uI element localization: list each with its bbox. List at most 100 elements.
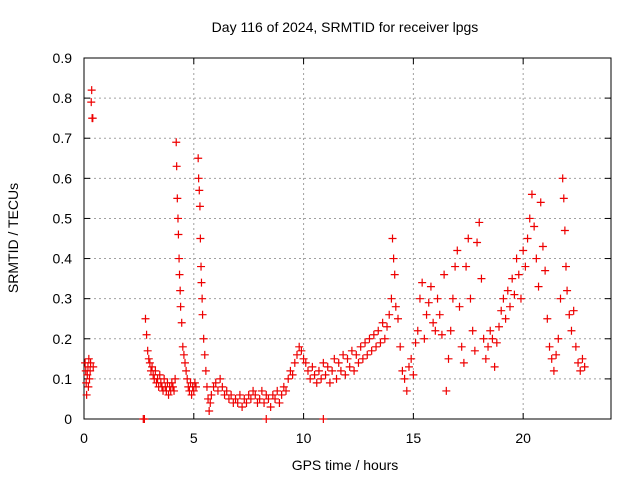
data-point xyxy=(249,386,258,395)
grid xyxy=(84,58,611,419)
data-point xyxy=(238,402,247,411)
data-point xyxy=(523,234,532,243)
data-point xyxy=(488,334,497,343)
data-point xyxy=(211,378,220,387)
y-tick-label: 0.9 xyxy=(53,50,73,66)
data-point xyxy=(394,314,403,323)
data-point xyxy=(387,294,396,303)
x-tick-label: 5 xyxy=(190,430,198,446)
data-point xyxy=(332,374,341,383)
data-point xyxy=(195,202,204,211)
data-point xyxy=(140,415,149,423)
data-point xyxy=(527,190,536,199)
data-point xyxy=(475,218,484,227)
data-point xyxy=(451,262,460,271)
data-point xyxy=(400,374,409,383)
data-point xyxy=(512,254,521,263)
data-point xyxy=(213,386,222,395)
x-axis-title: GPS time / hours xyxy=(292,457,399,473)
data-point xyxy=(563,286,572,295)
data-point xyxy=(343,354,352,363)
data-point xyxy=(361,338,370,347)
axis-ticks: 0 0.1 0.2 0.3 0.4 0.5 0.6 0.7 0.8 0.9 0 5 10 15 20 xyxy=(53,50,611,446)
data-point xyxy=(347,346,356,355)
data-point xyxy=(279,382,288,391)
data-point xyxy=(290,358,299,367)
data-point xyxy=(178,342,187,351)
data-point xyxy=(468,326,477,335)
data-point xyxy=(273,386,282,395)
data-point xyxy=(319,415,328,423)
data-point xyxy=(179,350,188,359)
data-point xyxy=(200,350,209,359)
data-point xyxy=(141,314,150,323)
data-point xyxy=(306,374,315,383)
data-point xyxy=(435,310,444,319)
data-point xyxy=(170,386,179,395)
data-point xyxy=(429,318,438,327)
data-point xyxy=(197,278,206,287)
data-point xyxy=(567,326,576,335)
data-point xyxy=(448,294,457,303)
data-point xyxy=(155,370,164,379)
data-point xyxy=(204,394,213,403)
data-point xyxy=(85,374,94,383)
data-point xyxy=(440,270,449,279)
data-point xyxy=(308,362,317,371)
data-point xyxy=(389,254,398,263)
y-tick-label: 0.5 xyxy=(53,210,73,226)
plot-frame xyxy=(83,57,612,420)
data-point xyxy=(310,370,319,379)
data-point xyxy=(312,378,321,387)
data-point xyxy=(508,274,517,283)
data-point xyxy=(479,334,488,343)
data-point xyxy=(262,415,271,423)
data-point xyxy=(303,366,312,375)
data-point xyxy=(549,366,558,375)
chart-title: Day 116 of 2024, SRMTID for receiver lpg… xyxy=(212,19,479,35)
data-point xyxy=(295,342,304,351)
data-point xyxy=(569,306,578,315)
data-point xyxy=(222,386,231,395)
data-point xyxy=(380,334,389,343)
data-point xyxy=(574,358,583,367)
data-point xyxy=(396,342,405,351)
data-point xyxy=(209,382,218,391)
data-point xyxy=(284,374,293,383)
data-point xyxy=(206,398,215,407)
data-point xyxy=(288,370,297,379)
data-point xyxy=(422,310,431,319)
data-point xyxy=(538,242,547,251)
data-point xyxy=(194,174,203,183)
data-point xyxy=(490,362,499,371)
data-point xyxy=(354,358,363,367)
data-point xyxy=(466,294,475,303)
data-point xyxy=(196,234,205,243)
data-point xyxy=(356,342,365,351)
data-point xyxy=(257,386,266,395)
x-tick-label: 0 xyxy=(80,430,88,446)
data-point xyxy=(462,262,471,271)
y-tick-label: 0.4 xyxy=(53,251,73,267)
data-point xyxy=(407,354,416,363)
data-point xyxy=(358,354,367,363)
data-point xyxy=(388,234,397,243)
data-point xyxy=(345,362,354,371)
data-point xyxy=(409,370,418,379)
data-point xyxy=(404,362,413,371)
data-point xyxy=(505,302,514,311)
data-point xyxy=(216,374,225,383)
data-point xyxy=(235,390,244,399)
data-point xyxy=(83,370,92,379)
data-point xyxy=(199,334,208,343)
data-point xyxy=(484,342,493,351)
data-point xyxy=(390,270,399,279)
y-tick-label: 0.6 xyxy=(53,170,73,186)
data-point xyxy=(182,366,191,375)
data-point xyxy=(148,362,157,371)
data-point xyxy=(481,354,490,363)
data-point xyxy=(260,398,269,407)
data-point xyxy=(341,370,350,379)
data-point xyxy=(363,350,372,359)
data-point xyxy=(171,374,180,383)
